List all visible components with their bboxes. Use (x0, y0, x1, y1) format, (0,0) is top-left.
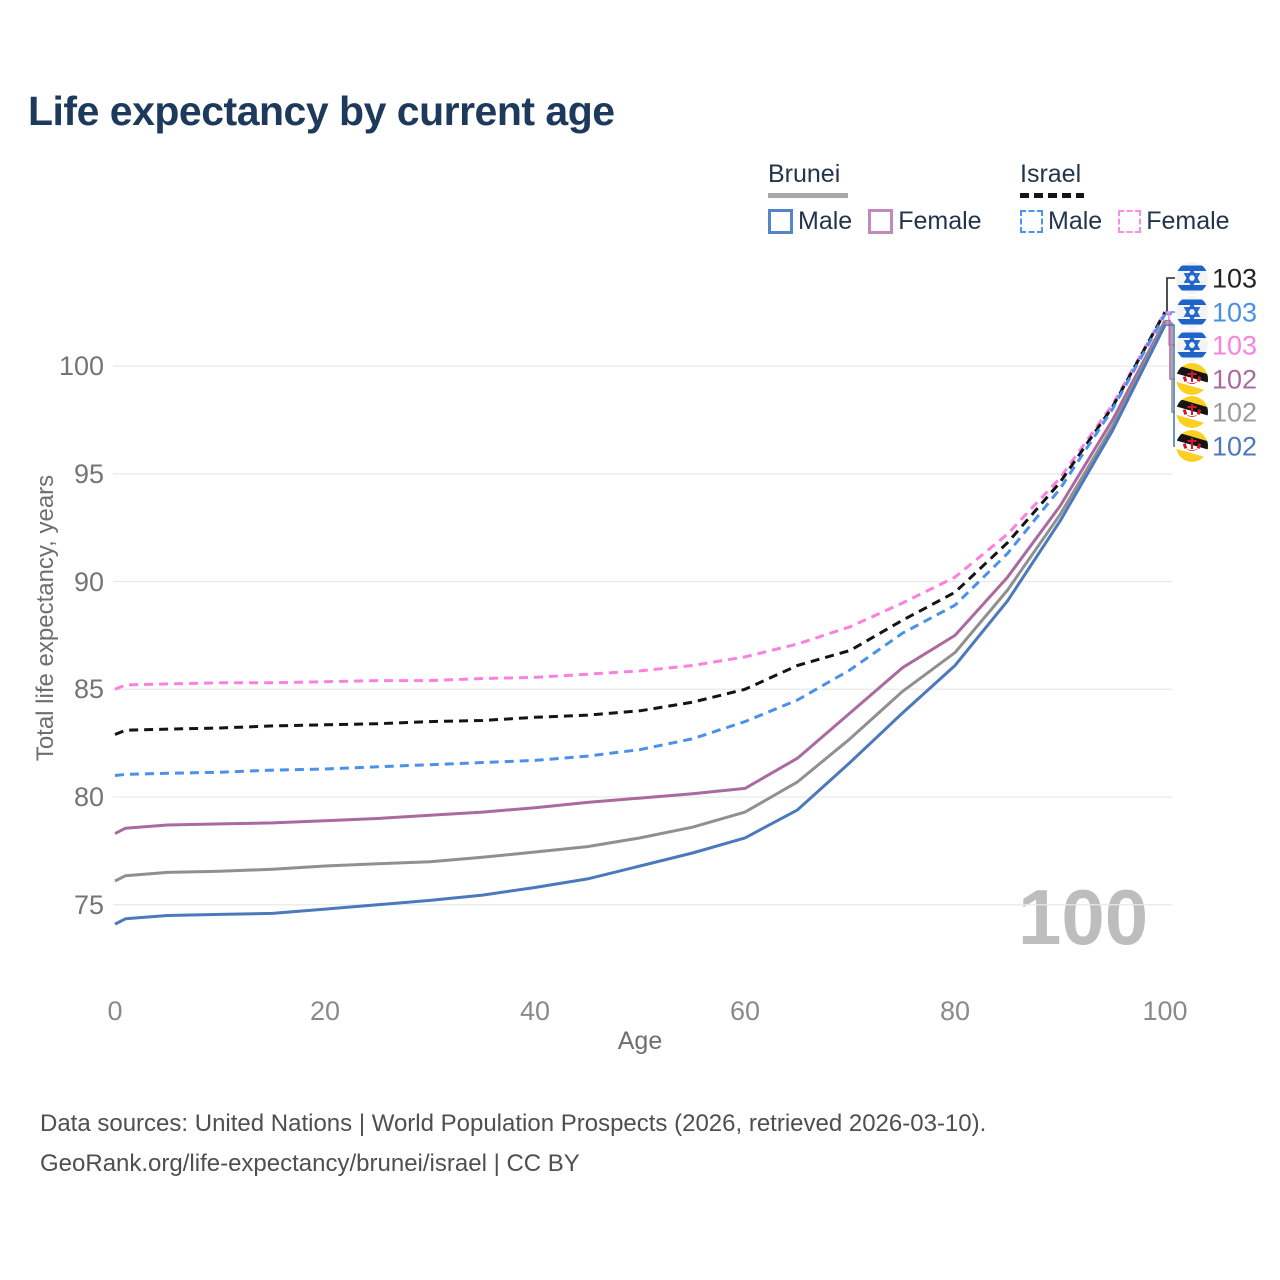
legend-swatch-israel-female-icon (1118, 210, 1142, 233)
end-label-value: 102 (1212, 365, 1257, 395)
end-label-value: 102 (1212, 398, 1257, 428)
series-line-israel_female (114, 311, 1167, 691)
flag-israel-icon (1176, 329, 1208, 361)
x-tick-label: 0 (107, 996, 123, 1026)
flag-israel-icon (1176, 262, 1208, 294)
y-tick-label: 95 (73, 458, 104, 489)
flag-brunei-icon (1176, 396, 1208, 428)
legend-swatch-brunei-female-icon (868, 209, 894, 234)
flag-brunei-icon (1176, 430, 1208, 462)
y-tick-label: 100 (58, 351, 104, 381)
legend-item-israel-female[interactable]: Female (1118, 207, 1230, 236)
series-line-brunei_female (114, 319, 1167, 835)
flag-brunei-icon (1176, 363, 1208, 395)
legend-group-label-brunei: Brunei (768, 160, 841, 188)
x-axis-title: Age (617, 1027, 663, 1055)
legend-item-label: Female (1146, 207, 1230, 235)
legend-group-israel: Israel Male Female (1020, 160, 1246, 236)
x-tick-label: 20 (309, 996, 341, 1026)
x-tick-label: 40 (519, 996, 551, 1026)
legend-item-israel-male[interactable]: Male (1020, 207, 1102, 236)
series-line-israel_male (114, 313, 1167, 777)
footer-attribution[interactable]: GeoRank.org/life-expectancy/brunei/israe… (40, 1150, 580, 1177)
series-line-brunei_male (114, 324, 1167, 926)
y-tick-label: 85 (73, 674, 104, 705)
watermark-age-100: 100 (1018, 873, 1149, 961)
leader-line-brunei_male (1165, 324, 1175, 447)
legend-swatch-brunei-male-icon (768, 209, 793, 234)
legend-line-sample-brunei (768, 193, 848, 198)
end-label-value: 103 (1212, 331, 1257, 361)
x-tick-label: 80 (939, 996, 971, 1026)
legend-item-label: Female (898, 207, 982, 235)
end-label-value: 103 (1212, 264, 1257, 294)
legend-item-brunei-female[interactable]: Female (868, 207, 982, 236)
legend-item-label: Male (1048, 207, 1103, 235)
flag-israel-icon (1176, 296, 1208, 328)
footer-data-sources: Data sources: United Nations | World Pop… (40, 1110, 987, 1137)
series-line-brunei_all (114, 322, 1167, 883)
y-tick-label: 80 (73, 782, 104, 812)
legend-group-label-israel: Israel (1020, 160, 1082, 188)
legend-swatch-israel-male-icon (1020, 210, 1043, 233)
series-line-israel_all (114, 311, 1167, 736)
leader-line-israel_male (1165, 311, 1175, 316)
x-tick-label: 100 (1142, 996, 1188, 1026)
end-label-value: 102 (1212, 432, 1257, 462)
leader-line-israel_all (1165, 277, 1175, 313)
page-title: Life expectancy by current age (28, 88, 615, 134)
legend-item-label: Male (798, 207, 853, 235)
y-tick-label: 90 (73, 566, 104, 597)
legend-item-brunei-male[interactable]: Male (768, 207, 852, 236)
legend-line-sample-israel (1020, 193, 1084, 198)
y-tick-label: 75 (73, 889, 104, 920)
legend-group-brunei: Brunei Male Female (768, 160, 998, 236)
end-label-value: 103 (1212, 298, 1257, 328)
x-tick-label: 60 (729, 996, 761, 1026)
